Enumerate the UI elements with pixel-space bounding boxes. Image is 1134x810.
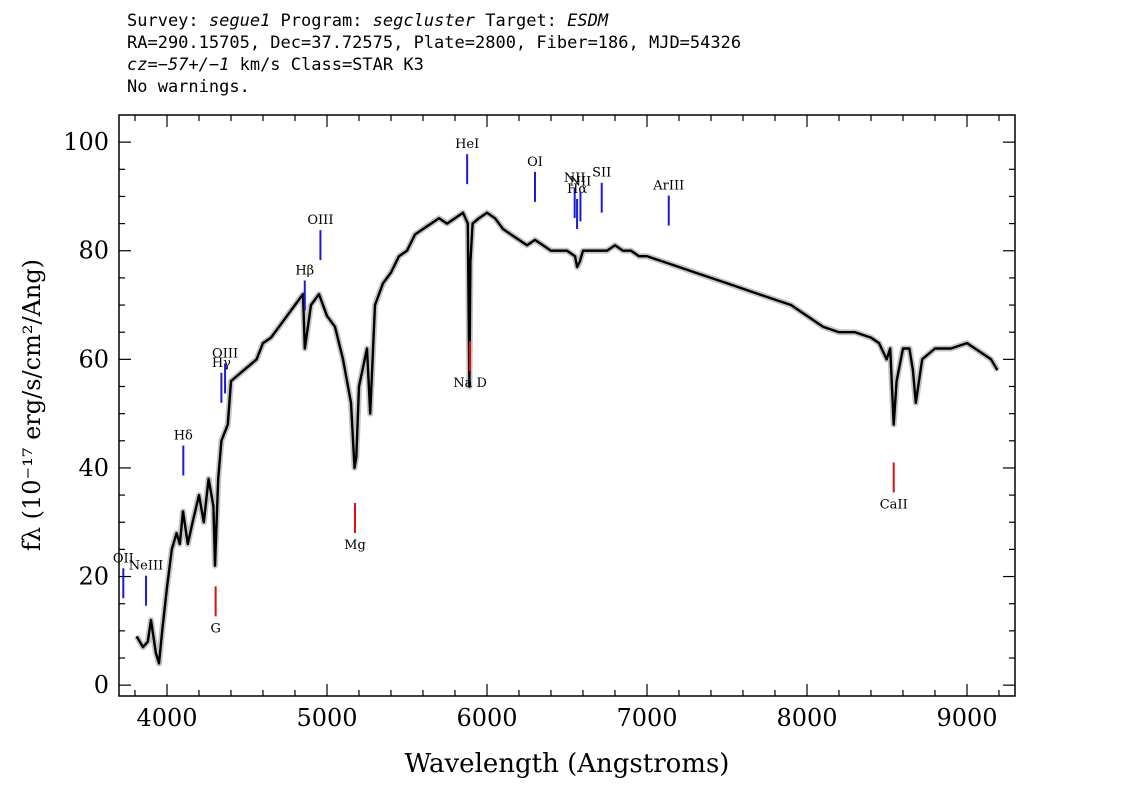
x-tick-label: 7000 [616, 704, 677, 732]
program-label: Program: [270, 11, 373, 31]
spectrum-header: Survey: segue1 Program: segcluster Targe… [127, 10, 741, 98]
header-line-3: cz=−57+/−1 km/s Class=STAR K3 [127, 54, 741, 76]
header-line-2: RA=290.15705, Dec=37.72575, Plate=2800, … [127, 33, 742, 53]
emission-line-label: Hβ [295, 263, 314, 278]
program-value: segcluster [372, 11, 476, 31]
axis-ticks: 4000 5000 6000 7000 8000 9000 0 20 40 60 80 100 [63, 115, 1015, 732]
target-value: ESDM [567, 11, 609, 31]
emission-line-label: OII [113, 551, 134, 566]
spectrum-error-band [134, 209, 1000, 667]
emission-line-label: ArIII [652, 179, 684, 194]
absorption-line-label: CaII [880, 498, 908, 513]
emission-line-label: Hγ [212, 356, 231, 371]
y-tick-label: 0 [94, 671, 109, 699]
y-axis-label: fλ (10⁻¹⁷ erg/s/cm²/Ang) [18, 259, 46, 551]
header-line-1: Survey: segue1 Program: segcluster Targe… [127, 10, 741, 32]
x-tick-label: 6000 [456, 704, 517, 732]
cz-rest: km/s Class=STAR K3 [229, 55, 424, 75]
y-tick-label: 100 [63, 128, 109, 156]
header-line-4: No warnings. [127, 77, 250, 97]
emission-line-label: SII [592, 166, 611, 181]
survey-value: segue1 [208, 11, 271, 31]
emission-line-label: OIII [307, 213, 333, 228]
x-tick-label: 8000 [776, 704, 837, 732]
spectral-line-markers: OIINeIIIHδHγOIIIHβOIIIHeIOINIIHαNIISIIAr… [113, 137, 908, 636]
emission-line-label: NII [564, 171, 586, 186]
absorption-line-label: G [210, 621, 220, 636]
survey-label: Survey: [127, 11, 209, 31]
plot-frame [118, 114, 1016, 697]
x-tick-label: 9000 [936, 704, 997, 732]
emission-line-label: NeIII [129, 559, 163, 574]
emission-line-label: OIII [212, 346, 238, 361]
absorption-line-label: Mg [344, 538, 366, 553]
y-tick-label: 80 [78, 237, 109, 265]
x-tick-label: 5000 [296, 704, 357, 732]
spectrum-traces [134, 209, 1000, 667]
cz-value: cz=−57+/−1 [127, 55, 230, 75]
absorption-line-label: Na D [453, 376, 487, 391]
y-tick-label: 60 [78, 345, 109, 373]
emission-line-label: Hδ [174, 429, 193, 444]
y-tick-label: 20 [78, 563, 109, 591]
emission-line-label: HeI [455, 137, 479, 152]
spectrum-flux-line [135, 211, 999, 665]
x-tick-label: 4000 [136, 704, 197, 732]
y-tick-label: 40 [78, 454, 109, 482]
emission-line-label: Hα [567, 182, 587, 197]
target-label: Target: [475, 11, 568, 31]
emission-line-label: NII [570, 174, 592, 189]
x-axis-label: Wavelength (Angstroms) [405, 749, 730, 779]
emission-line-label: OI [527, 155, 543, 170]
